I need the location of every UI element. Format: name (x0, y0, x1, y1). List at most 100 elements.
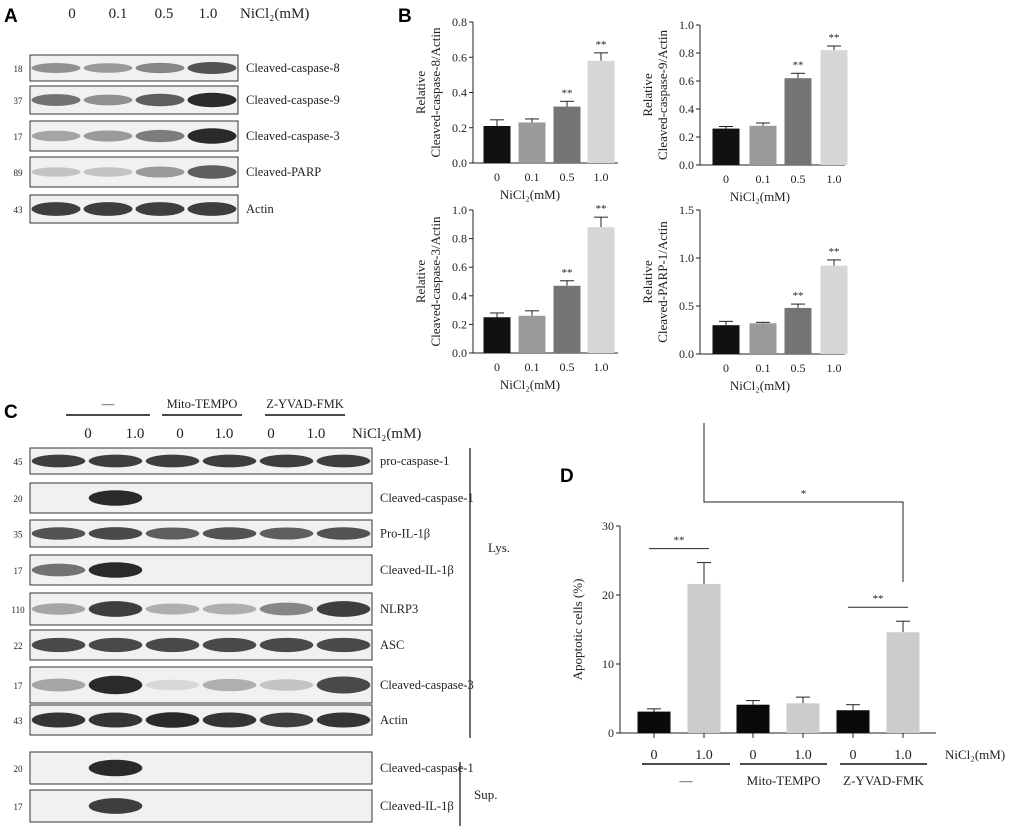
blot-label: Cleaved-caspase-1 (380, 491, 474, 505)
blot-band (31, 167, 81, 177)
y-tick-label: 0.0 (452, 156, 467, 170)
y-axis-label: Cleaved-PARP-1/Actin (655, 221, 670, 343)
blot-band (88, 527, 143, 540)
x-tick-label: 0 (723, 172, 729, 186)
x-axis-label: NiCl₂(mM) (500, 377, 560, 392)
blot-band (202, 678, 257, 692)
x-tick-label: 1.0 (827, 361, 842, 375)
x-tick-label: 0 (750, 748, 757, 763)
western-blot (29, 482, 373, 514)
bar (687, 583, 721, 733)
y-axis-label: Cleaved-caspase-3/Actin (428, 216, 443, 346)
blot-band (135, 166, 185, 178)
blot-label: Pro-IL-1β (380, 527, 430, 541)
x-tick-label: 1.0 (695, 748, 713, 763)
western-blot (29, 54, 239, 82)
blot-band (259, 712, 314, 728)
x-tick-label: 0.1 (525, 360, 540, 374)
bar (553, 106, 581, 163)
blot-band (202, 637, 257, 653)
bar (749, 323, 777, 354)
western-blot (29, 120, 239, 152)
western-blot (29, 85, 239, 115)
bar-chart: 0.0 0.2 0.4 0.6 0.8 1.0 0 0.1 0.5 ** 1.0 ** NiCl₂(mM… (640, 18, 848, 204)
blot-band (31, 637, 86, 653)
blot-frame (29, 751, 373, 785)
x-tick-label: 1.0 (894, 748, 912, 763)
blot-frame (29, 629, 373, 661)
group-label: — (101, 397, 115, 411)
significance-label: ** (674, 535, 685, 547)
y-tick-label: 0 (608, 726, 614, 740)
y-tick-label: 20 (602, 588, 614, 602)
x-axis-label: NiCl₂(mM) (500, 187, 560, 202)
significance-label: ** (829, 246, 840, 258)
blot-label: Cleaved-IL-1β (380, 799, 454, 813)
blot-band (88, 454, 143, 468)
x-axis-label: NiCl₂(mM) (730, 189, 790, 204)
blot-band (316, 454, 371, 468)
blot-label: Cleaved-PARP (246, 165, 321, 179)
blot-band (259, 602, 314, 616)
blot-band (187, 61, 237, 75)
western-blot (29, 666, 373, 704)
blot-band (88, 637, 143, 653)
y-tick-label: 0.0 (679, 347, 694, 361)
blot-label: NLRP3 (380, 602, 418, 616)
bar (836, 710, 870, 733)
western-blot (29, 789, 373, 823)
bar (587, 60, 615, 163)
x-tick-label: 0.1 (756, 172, 771, 186)
blot-band (31, 563, 86, 577)
molecular-weight-label: 20 (14, 764, 24, 774)
blot-frame (29, 666, 373, 704)
lane-label: 1.0 (126, 426, 145, 442)
y-tick-label: 0.8 (452, 15, 467, 29)
blot-band (31, 202, 81, 216)
blot-band (31, 603, 86, 615)
western-blot (29, 592, 373, 626)
y-tick-label: 1.5 (679, 203, 694, 217)
blot-band (316, 601, 371, 617)
bar (886, 632, 920, 733)
lane-label: 1.0 (307, 426, 326, 442)
x-tick-label: 0 (723, 361, 729, 375)
significance-label: ** (873, 593, 884, 605)
y-axis-label: Cleaved-caspase-9/Actin (655, 30, 670, 160)
blot-band (83, 63, 133, 73)
x-tick-label: 1.0 (794, 748, 812, 763)
y-tick-label: 0.8 (679, 46, 694, 60)
blot-frame (29, 789, 373, 823)
bar (749, 125, 777, 165)
significance-label: ** (793, 290, 804, 302)
molecular-weight-label: 110 (11, 605, 25, 615)
x-tick-label: 0.1 (756, 361, 771, 375)
lysate-label: Lys. (488, 540, 510, 555)
blot-band (88, 562, 143, 578)
western-blot (29, 629, 373, 661)
y-tick-label: 0.6 (452, 260, 467, 274)
bar (518, 122, 546, 163)
blot-label: Cleaved-caspase-3 (380, 678, 474, 692)
y-tick-label: 1.0 (452, 203, 467, 217)
significance-label: * (801, 488, 807, 500)
blot-band (259, 679, 314, 691)
lane-label: 0 (176, 426, 184, 442)
blot-frame (29, 592, 373, 626)
y-tick-label: 30 (602, 519, 614, 533)
y-tick-label: 0.2 (679, 130, 694, 144)
x-tick-label: 0.5 (791, 361, 806, 375)
group-label: Z-YVAD-FMK (843, 773, 924, 788)
bar (483, 125, 511, 163)
molecular-weight-label: 37 (14, 96, 24, 106)
bar (712, 325, 740, 354)
y-tick-label: 0.2 (452, 121, 467, 135)
x-tick-label: 0 (651, 748, 658, 763)
lane-label: 0 (68, 6, 76, 22)
blot-band (88, 712, 143, 728)
group-label: Mito-TEMPO (747, 773, 821, 788)
significance-label: ** (596, 203, 607, 215)
panel-label: A (4, 6, 18, 27)
y-tick-label: 1.0 (679, 18, 694, 32)
bar-chart: 0.0 0.2 0.4 0.6 0.8 1.0 0 0.1 0.5 ** 1.0 ** NiCl₂(mM… (413, 203, 618, 392)
